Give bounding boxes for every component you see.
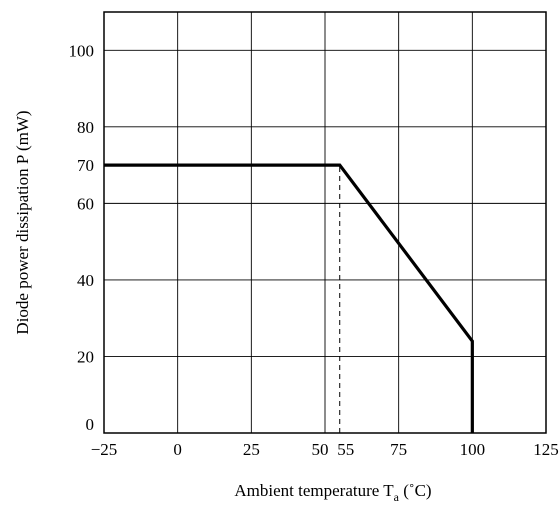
- y-tick-label: 80: [77, 118, 94, 137]
- y-tick-labels: 0 20 40 60 70 80 100: [69, 41, 95, 434]
- x-axis-label-text: Ambient temperature: [234, 481, 379, 500]
- grid: [103, 12, 547, 434]
- power-derating-line: [104, 163, 474, 433]
- x-tick-label: 75: [390, 440, 407, 459]
- y-tick-label: 0: [86, 415, 95, 434]
- series: [104, 163, 474, 433]
- y-tick-label: 60: [77, 194, 94, 213]
- x-tick-label: 25: [243, 440, 260, 459]
- x-axis-label-unit: (˚C): [403, 481, 431, 500]
- x-tick-labels: −25 0 25 50 55 75 100 125: [91, 440, 559, 459]
- x-tick-label: 100: [460, 440, 486, 459]
- y-tick-label: 100: [69, 41, 95, 60]
- y-tick-label: 40: [77, 271, 94, 290]
- y-tick-label: 70: [77, 156, 94, 175]
- x-axis-label-subscript: a: [394, 490, 400, 504]
- x-tick-label: 50: [312, 440, 329, 459]
- x-axis-label: Ambient temperature Ta (˚C): [234, 481, 431, 505]
- y-axis-label: Diode power dissipation P (mW): [13, 110, 32, 334]
- x-tick-label: 125: [533, 440, 559, 459]
- x-tick-label: 0: [173, 440, 182, 459]
- x-tick-label: 55: [337, 440, 354, 459]
- y-tick-label: 20: [77, 347, 94, 366]
- y-axis-label-group: Diode power dissipation P (mW): [13, 110, 32, 334]
- x-tick-label: −25: [91, 440, 118, 459]
- x-axis-label-symbol: T: [383, 481, 394, 500]
- plot-frame: [103, 11, 547, 434]
